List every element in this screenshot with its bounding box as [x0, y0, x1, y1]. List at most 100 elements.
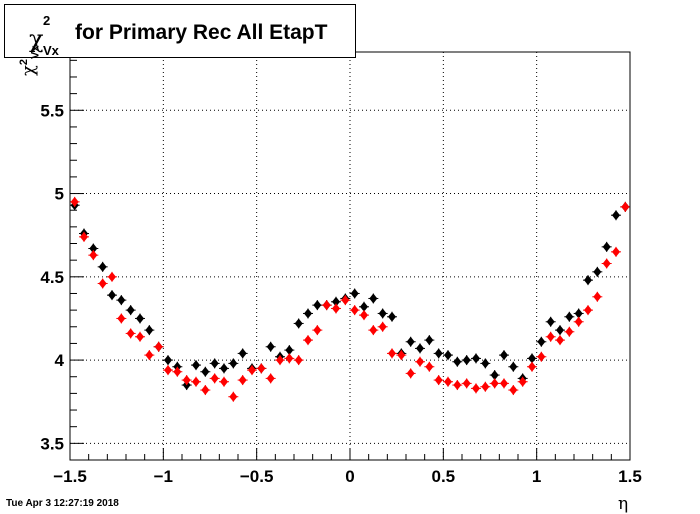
data-point	[192, 376, 200, 387]
data-point	[481, 381, 490, 392]
data-point	[574, 316, 583, 327]
data-point	[332, 296, 340, 307]
data-series	[69, 196, 631, 402]
data-point	[509, 361, 518, 372]
data-point	[145, 350, 154, 361]
data-point	[546, 316, 555, 327]
x-axis-label: η	[618, 494, 629, 514]
y-tick-label: 3.5	[40, 434, 64, 453]
data-point	[98, 261, 107, 272]
data-point	[546, 331, 555, 342]
data-point	[378, 321, 387, 332]
data-point	[612, 210, 620, 221]
data-point	[584, 275, 592, 286]
data-point	[537, 351, 546, 362]
data-point	[238, 375, 247, 386]
grid-lines	[70, 52, 630, 460]
x-tick-label: 1	[532, 467, 541, 486]
data-point	[266, 341, 275, 352]
data-point	[416, 356, 424, 367]
data-point	[621, 201, 630, 212]
data-point	[528, 361, 536, 372]
chart-title-box: χ 2 Vx for Primary Rec All EtapT	[4, 4, 356, 58]
data-point	[481, 358, 490, 369]
data-point	[537, 336, 546, 347]
data-point	[98, 278, 107, 289]
data-point	[238, 348, 247, 359]
title-subscript: Vx	[43, 43, 59, 58]
data-point	[257, 363, 266, 374]
data-point	[462, 355, 471, 366]
data-point	[593, 291, 602, 302]
data-point	[248, 365, 256, 376]
data-point	[612, 246, 620, 257]
data-point	[341, 295, 350, 306]
data-point	[350, 288, 359, 299]
y-tick-label: 4.5	[40, 268, 64, 287]
data-point	[453, 380, 462, 391]
data-point	[220, 363, 228, 374]
y-tick-label: 5	[55, 185, 64, 204]
data-point	[136, 313, 144, 324]
data-point	[229, 358, 238, 369]
data-point	[416, 343, 424, 354]
data-point	[509, 385, 518, 396]
data-point	[360, 310, 368, 321]
data-point	[304, 335, 312, 346]
data-point	[108, 271, 116, 282]
data-point	[565, 311, 574, 322]
data-point	[201, 385, 210, 396]
data-point	[556, 335, 564, 346]
data-point	[388, 348, 396, 359]
x-tick-label: −1	[154, 467, 173, 486]
data-point	[294, 355, 303, 366]
data-point	[574, 308, 583, 319]
data-point	[556, 325, 564, 336]
data-point	[164, 355, 172, 366]
data-point	[565, 326, 574, 337]
data-point	[360, 301, 368, 312]
data-point	[126, 305, 135, 316]
data-point	[136, 331, 144, 342]
chart-title: for Primary Rec All EtapT	[75, 21, 328, 44]
data-point	[70, 196, 79, 207]
data-point	[285, 353, 294, 364]
data-point	[425, 335, 434, 346]
data-point	[453, 356, 462, 367]
data-point	[602, 241, 611, 252]
data-point	[444, 350, 452, 361]
data-point	[304, 308, 312, 319]
data-point	[472, 353, 480, 364]
data-point	[434, 375, 443, 386]
data-point	[406, 368, 415, 379]
data-point	[584, 305, 592, 316]
data-point	[425, 361, 434, 372]
data-point	[490, 370, 499, 381]
data-point	[117, 295, 126, 306]
data-point	[313, 325, 322, 336]
data-point	[164, 365, 172, 376]
timestamp: Tue Apr 3 12:27:19 2018	[6, 498, 119, 509]
data-point	[369, 293, 378, 304]
data-point	[444, 376, 452, 387]
data-point	[201, 366, 210, 377]
data-point	[350, 305, 359, 316]
data-point	[210, 358, 219, 369]
data-point	[378, 308, 387, 319]
data-point	[388, 311, 396, 322]
title-superscript: 2	[43, 13, 51, 28]
data-point	[89, 243, 98, 254]
x-tick-label: 1.5	[618, 467, 642, 486]
data-point	[210, 373, 219, 384]
data-point	[472, 383, 480, 394]
y-axis-label: χ2Vx	[18, 45, 42, 76]
data-point	[313, 300, 322, 311]
data-point	[518, 376, 527, 387]
data-point	[602, 258, 611, 269]
x-tick-label: −1.5	[53, 467, 87, 486]
data-point	[462, 378, 471, 389]
data-point	[500, 378, 508, 389]
data-point	[285, 345, 294, 356]
data-point	[294, 318, 303, 329]
